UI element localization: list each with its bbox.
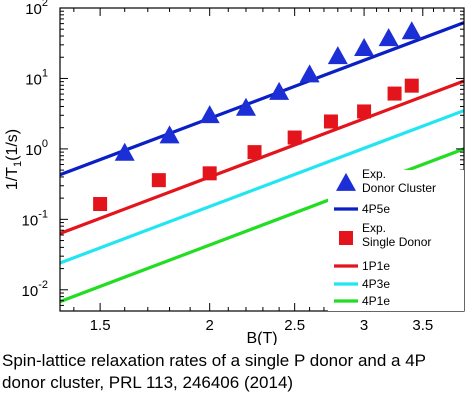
relaxation-rate-chart: 10-2 10-1 100 101 102 1.5 2 2.5 3 3.5 B(T) 1/T1(1/s… — [4, 0, 465, 345]
legend-label-exp-single-donor: Exp. — [362, 221, 386, 235]
legend-label-1p1e: 1P1e — [362, 259, 390, 273]
point-exp-donor-cluster — [378, 28, 399, 47]
legend-label-4p3e: 4P3e — [362, 277, 390, 291]
point-exp-donor-cluster — [401, 21, 422, 40]
point-exp-single-donor — [151, 173, 166, 188]
point-exp-donor-cluster — [114, 142, 135, 161]
point-exp-donor-cluster — [354, 38, 375, 57]
point-exp-donor-cluster — [299, 64, 320, 83]
point-exp-single-donor — [93, 197, 108, 212]
point-exp-single-donor — [357, 104, 372, 119]
point-exp-donor-cluster — [199, 105, 220, 124]
series-line-1p1e — [60, 79, 464, 235]
legend-label-4p5e: 4P5e — [362, 202, 390, 216]
legend-label-exp-donor-cluster: Donor Cluster — [362, 181, 436, 195]
point-exp-single-donor — [247, 145, 262, 160]
y-tick-label: 10-1 — [22, 208, 48, 229]
legend-label-exp-donor-cluster: Exp. — [362, 167, 386, 181]
series-layer — [60, 21, 464, 304]
figure-caption: Spin-lattice relaxation rates of a singl… — [2, 350, 472, 394]
y-tick-label: 10-2 — [22, 279, 48, 300]
legend-swatch-exp-donor-cluster — [336, 172, 356, 191]
series-line-4p3e — [60, 109, 464, 265]
caption-line-1: Spin-lattice relaxation rates of a singl… — [2, 351, 427, 370]
x-tick-label: 3 — [360, 317, 368, 334]
y-tick-label: 100 — [25, 138, 48, 159]
point-exp-single-donor — [323, 114, 338, 129]
legend-label-exp-single-donor: Single Donor — [362, 235, 431, 249]
point-exp-donor-cluster — [159, 125, 180, 144]
point-exp-single-donor — [387, 86, 402, 101]
caption-line-2: donor cluster, PRL 113, 246406 (2014) — [2, 373, 294, 392]
x-tick-label: 2.5 — [284, 317, 305, 334]
point-exp-donor-cluster — [235, 97, 256, 116]
point-exp-donor-cluster — [269, 81, 290, 100]
y-tick-label: 102 — [25, 0, 48, 18]
legend-swatch-exp-single-donor — [339, 231, 353, 245]
point-exp-single-donor — [202, 166, 217, 181]
x-tick-label: 1.5 — [90, 317, 111, 334]
y-axis-label: 1/T1(1/s) — [4, 129, 24, 190]
x-tick-label: 2 — [206, 317, 214, 334]
point-exp-single-donor — [404, 78, 419, 93]
point-exp-single-donor — [287, 130, 302, 145]
y-tick-label: 101 — [25, 67, 48, 88]
point-exp-donor-cluster — [327, 46, 348, 65]
x-tick-label: 3.5 — [412, 317, 433, 334]
x-axis-label: B(T) — [246, 330, 277, 345]
legend-label-4p1e: 4P1e — [362, 294, 390, 308]
